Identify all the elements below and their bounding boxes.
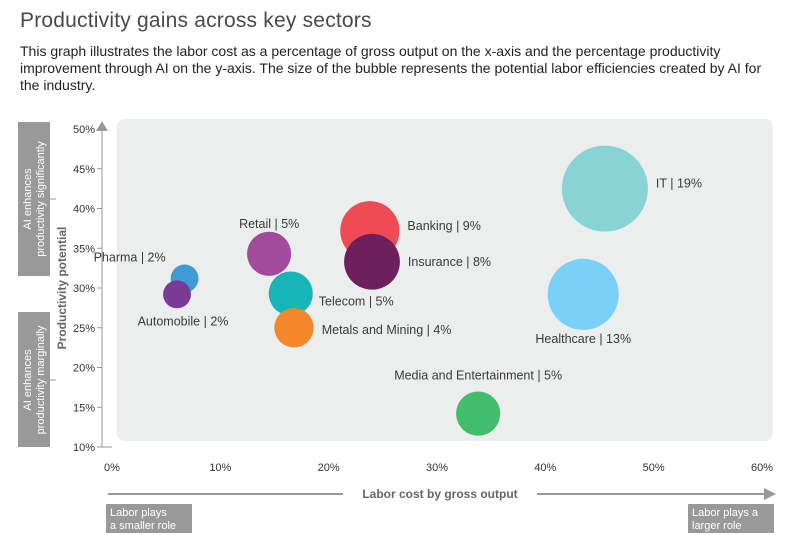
y-tick-label: 15%	[73, 402, 95, 414]
y-axis-title: Productivity potential	[55, 227, 69, 350]
bubble	[274, 308, 314, 348]
side-label-top-line2: productivity significantly	[35, 141, 47, 257]
bubble	[456, 391, 501, 436]
bubble-label: Retail | 5%	[239, 217, 299, 231]
x-tick-label: 20%	[318, 462, 340, 474]
chart-subtitle: This graph illustrates the labor cost as…	[20, 43, 762, 93]
y-tick-label: 30%	[73, 283, 95, 295]
bubble	[163, 280, 191, 309]
side-label-top-line1: AI enhances	[22, 168, 34, 230]
bubble	[561, 145, 648, 232]
bubble-label: Telecom | 5%	[319, 295, 394, 309]
bubble-label: Pharma | 2%	[94, 250, 166, 264]
y-tick-label: 10%	[73, 442, 95, 454]
bubble-label: Media and Entertainment | 5%	[394, 369, 562, 383]
x-tick-label: 10%	[209, 462, 231, 474]
x-axis-arrow-head	[764, 488, 776, 500]
bubble-label: Insurance | 8%	[408, 255, 491, 269]
role-label-right-line2: larger role	[692, 520, 742, 532]
role-label-right-line1: Labor plays a	[692, 507, 759, 519]
bubble	[268, 271, 313, 316]
bubble-label: Automobile | 2%	[138, 314, 229, 328]
bubble-label: Healthcare | 13%	[535, 332, 631, 346]
bubble	[547, 258, 619, 330]
y-tick-label: 40%	[73, 204, 95, 216]
chart-title: Productivity gains across key sectors	[20, 9, 372, 32]
role-box-right	[688, 504, 774, 533]
x-tick-label: 50%	[643, 462, 665, 474]
y-tick-label: 45%	[73, 164, 95, 176]
plot-area	[117, 119, 773, 441]
side-box-bottom	[18, 312, 50, 447]
x-tick-label: 30%	[426, 462, 448, 474]
y-tick-label: 20%	[73, 363, 95, 375]
role-box-left	[106, 504, 192, 533]
x-tick-label: 60%	[751, 462, 773, 474]
bubble	[247, 231, 292, 276]
bubble-label: Banking | 9%	[407, 219, 480, 233]
y-tick-label: 35%	[73, 243, 95, 255]
y-tick-label: 50%	[73, 124, 95, 136]
x-tick-label: 0%	[104, 462, 120, 474]
bubble-label: IT | 19%	[656, 177, 702, 191]
role-label-left-line1: Labor plays	[110, 507, 167, 519]
y-tick-label: 25%	[73, 323, 95, 335]
x-tick-label: 40%	[534, 462, 556, 474]
side-box-top	[18, 122, 50, 276]
side-label-bottom-line1: AI enhances	[22, 349, 34, 411]
side-label-bottom-line2: productivity marginally	[35, 325, 47, 434]
bubble	[344, 233, 400, 290]
x-axis-title: Labor cost by gross output	[362, 487, 517, 501]
role-label-left-line2: a smaller role	[110, 520, 176, 532]
bubble-label: Metals and Mining | 4%	[322, 323, 452, 337]
